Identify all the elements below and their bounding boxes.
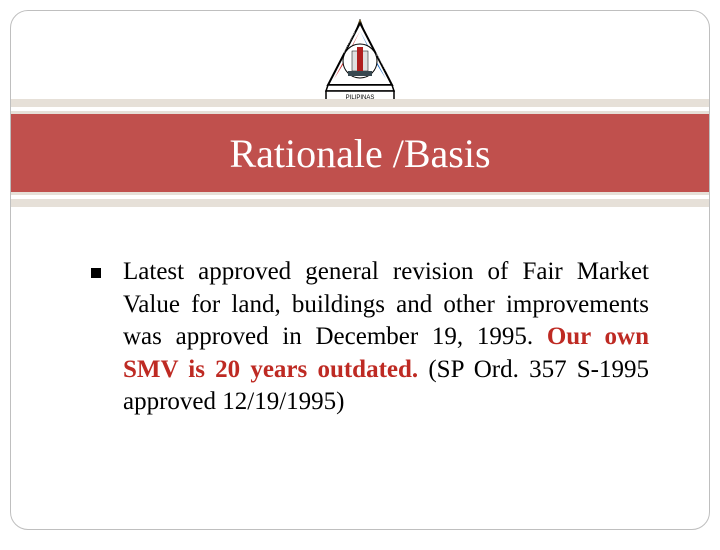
content-area: Latest approved general revision of Fair… [91, 256, 649, 419]
bullet-item: Latest approved general revision of Fair… [91, 256, 649, 419]
slide-title: Rationale /Basis [229, 130, 490, 177]
slide-frame: LUNGSOD QUEZON PILIPINAS Rationale /Basi… [10, 10, 710, 530]
bullet-icon [91, 268, 101, 278]
logo: LUNGSOD QUEZON PILIPINAS [320, 17, 400, 107]
title-band: Rationale /Basis [11, 111, 709, 195]
seal-icon: LUNGSOD QUEZON PILIPINAS [320, 17, 400, 107]
body-paragraph: Latest approved general revision of Fair… [123, 256, 649, 419]
band-stripe-top [11, 99, 709, 107]
band-stripe-bottom [11, 199, 709, 207]
